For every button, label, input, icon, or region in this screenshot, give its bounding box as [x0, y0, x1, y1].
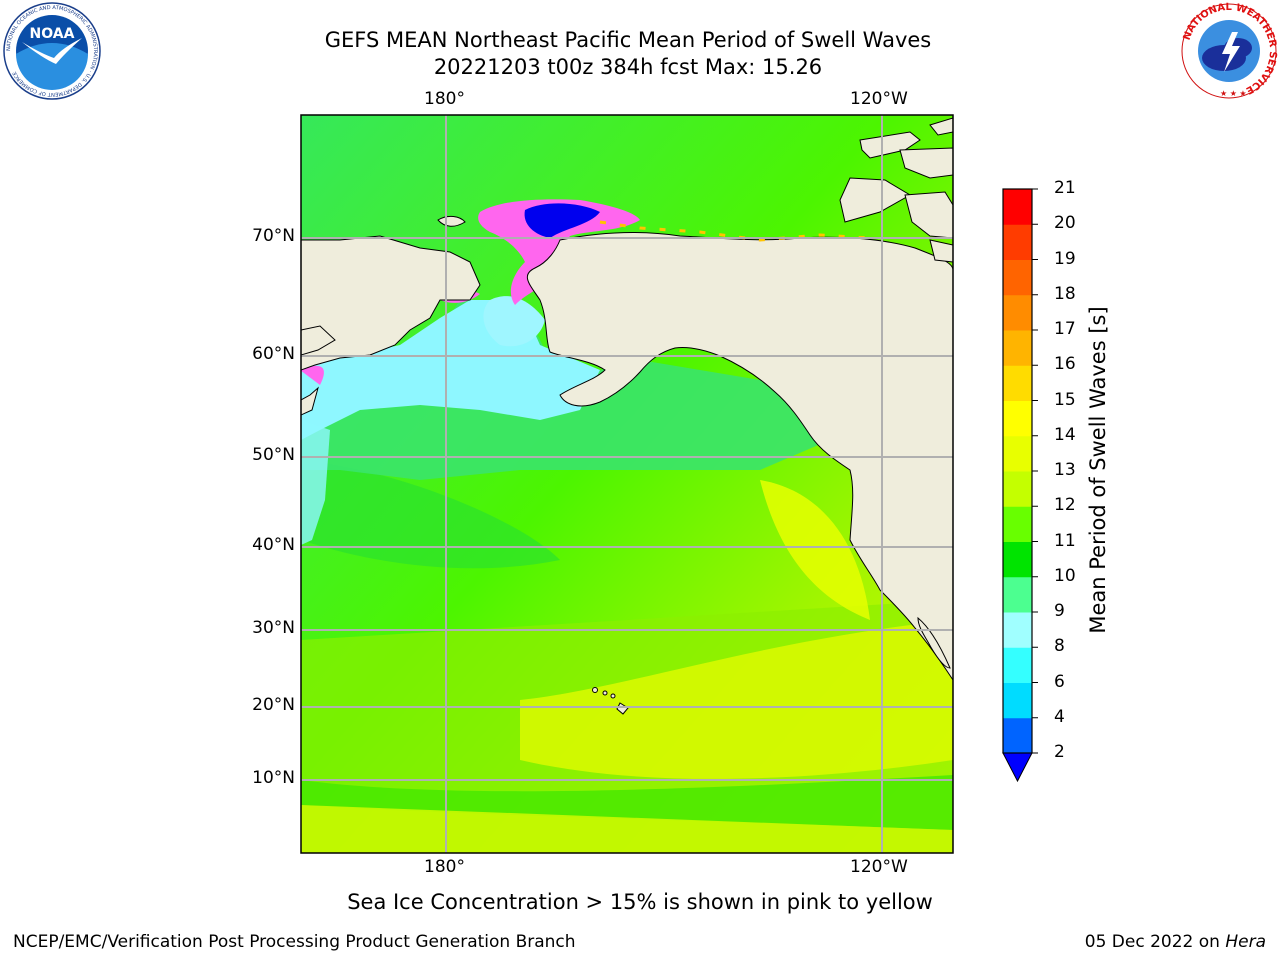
nws-logo: NATIONAL WEATHER SERVICE ★ ★ ★	[1181, 2, 1278, 99]
sea-ice-note: Sea Ice Concentration > 15% is shown in …	[347, 890, 933, 914]
colorbar-tick-label: 4	[1054, 706, 1065, 727]
colorbar-segment	[1003, 717, 1032, 754]
colorbar-extend-triangle	[1002, 752, 1033, 783]
lat-label-70n: 70°N	[252, 226, 295, 246]
colorbar-segment	[1003, 224, 1032, 260]
colorbar-tick-label: 16	[1054, 354, 1076, 375]
noaa-logo: NATIONAL OCEANIC AND ATMOSPHERIC ADMINIS…	[3, 2, 101, 100]
colorbar	[1002, 188, 1038, 783]
lon-label-bottom-180: 180°	[424, 857, 465, 877]
lat-label-50n: 50°N	[252, 445, 295, 465]
colorbar-segment	[1003, 647, 1032, 683]
colorbar-segment	[1003, 294, 1032, 331]
colorbar-segment	[1003, 541, 1032, 578]
colorbar-tick-label: 8	[1054, 636, 1065, 657]
colorbar-tick-label: 9	[1054, 601, 1065, 621]
colorbar-tick-label: 19	[1054, 248, 1076, 269]
colorbar-title: Mean Period of Swell Waves [s]	[1086, 306, 1110, 634]
colorbar-tick-label: 10	[1054, 565, 1076, 586]
colorbar-tick-label: 17	[1054, 319, 1076, 339]
footer-date: 05 Dec 2022 on Hera	[1085, 932, 1266, 952]
high-period-area	[520, 620, 953, 779]
colorbar-tick-label: 12	[1054, 495, 1076, 516]
lat-label-60n: 60°N	[252, 344, 295, 364]
land-siberia	[301, 235, 481, 371]
colorbar-tick-label: 13	[1054, 460, 1076, 480]
colorbar-segment	[1003, 189, 1032, 225]
footer-host: Hera	[1225, 932, 1266, 952]
colorbar-tick-label: 6	[1054, 671, 1065, 692]
colorbar-tick-label: 11	[1054, 530, 1076, 551]
colorbar-segment	[1003, 435, 1032, 472]
colorbar-segment	[1003, 506, 1032, 542]
lon-label-top-120w: 120°W	[850, 89, 908, 109]
footer-credit: NCEP/EMC/Verification Post Processing Pr…	[13, 932, 576, 952]
colorbar-tick-label: 2	[1054, 742, 1065, 762]
noaa-logo-text: NOAA	[30, 26, 75, 42]
colorbar-tick-label: 18	[1054, 283, 1076, 304]
colorbar-segment	[1003, 576, 1032, 613]
lat-label-40n: 40°N	[252, 535, 295, 555]
lat-label-30n: 30°N	[252, 618, 295, 638]
map-frame	[300, 114, 954, 854]
lon-label-top-180: 180°	[424, 89, 465, 109]
map-gridlines	[301, 115, 953, 853]
lon-label-bottom-120w: 120°W	[850, 857, 908, 877]
colorbar-segment	[1003, 612, 1032, 648]
footer-date-text: 05 Dec 2022 on	[1084, 932, 1220, 952]
colorbar-segment	[1003, 330, 1032, 366]
svg-text:★ ★ ★: ★ ★ ★	[1220, 89, 1247, 98]
lat-label-10n: 10°N	[252, 768, 295, 788]
chart-title: GEFS MEAN Northeast Pacific Mean Period …	[324, 28, 932, 52]
lat-label-20n: 20°N	[252, 695, 295, 715]
colorbar-segment	[1003, 682, 1032, 719]
colorbar-tick-label: 20	[1054, 213, 1076, 234]
colorbar-tick-label: 21	[1054, 178, 1076, 198]
colorbar-tick-label: 15	[1054, 389, 1076, 410]
colorbar-segment	[1003, 400, 1032, 437]
colorbar-segment	[1003, 471, 1032, 507]
colorbar-segment	[1003, 365, 1032, 401]
chart-subtitle: 20221203 t00z 384h fcst Max: 15.26	[433, 55, 823, 79]
colorbar-tick-label: 14	[1054, 424, 1076, 445]
colorbar-segment	[1003, 259, 1032, 296]
